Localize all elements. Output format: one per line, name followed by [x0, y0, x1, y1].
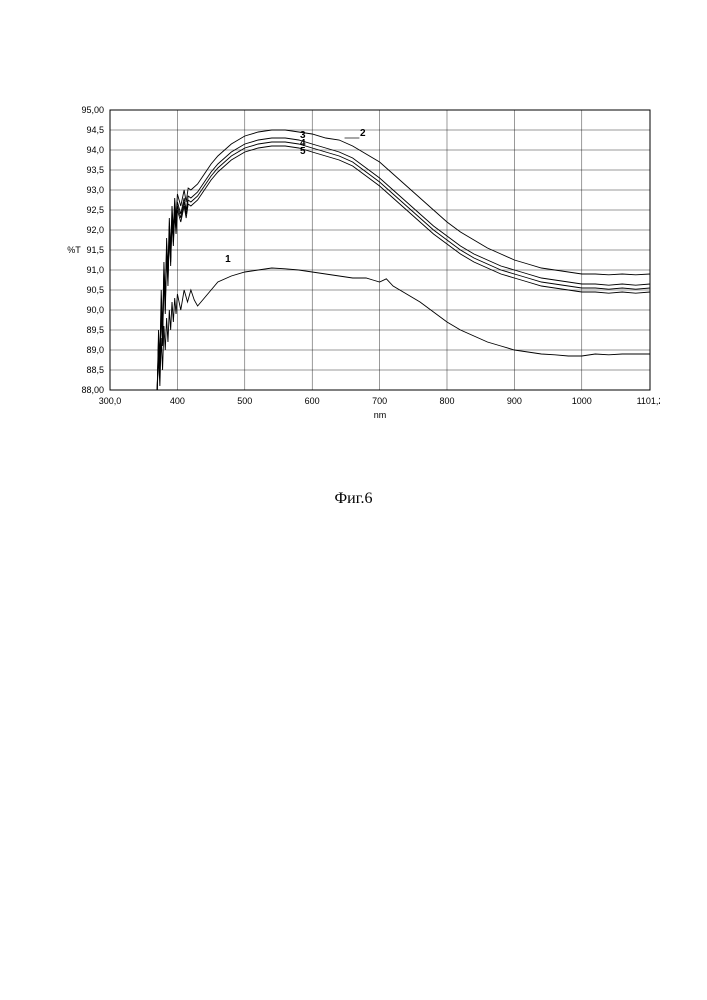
chart-container: 300,0 400 500 600 700 800 900 1000 1101,2 nm 88,00… — [60, 100, 660, 440]
x-tick-label: 600 — [305, 396, 320, 406]
x-axis-label: nm — [374, 410, 387, 420]
transmission-spectrum-chart: 300,0 400 500 600 700 800 900 1000 1101,2 nm 88,00… — [60, 100, 660, 440]
y-tick-label: 93,0 — [86, 185, 104, 195]
series-1 — [157, 268, 650, 390]
y-tick-label: 88,00 — [81, 385, 104, 395]
y-tick-label: 92,0 — [86, 225, 104, 235]
y-axis-label: %T — [67, 245, 81, 255]
series-label-1: 1 — [225, 254, 231, 265]
x-tick-label: 500 — [237, 396, 252, 406]
series-3 — [157, 138, 650, 390]
figure-caption: Фиг.6 — [0, 490, 707, 508]
y-tick-label: 95,00 — [81, 105, 104, 115]
y-tick-label: 94,0 — [86, 145, 104, 155]
x-tick-label: 1101,2 — [637, 396, 660, 406]
y-tick-label: 91,5 — [86, 245, 104, 255]
y-tick-label: 91,0 — [86, 265, 104, 275]
series-label-2: 2 — [360, 128, 366, 139]
x-tick-label: 300,0 — [99, 396, 122, 406]
series-2 — [157, 130, 650, 390]
series-label-5: 5 — [300, 146, 306, 157]
y-tick-label: 90,0 — [86, 305, 104, 315]
page: 300,0 400 500 600 700 800 900 1000 1101,2 nm 88,00… — [0, 0, 707, 1000]
x-tick-label: 700 — [372, 396, 387, 406]
series-4 — [157, 142, 650, 390]
series-5 — [157, 146, 650, 390]
y-tick-label: 89,5 — [86, 325, 104, 335]
y-tick-label: 92,5 — [86, 205, 104, 215]
x-tick-label: 900 — [507, 396, 522, 406]
y-tick-label: 94,5 — [86, 125, 104, 135]
y-tick-label: 93,5 — [86, 165, 104, 175]
x-tick-label: 1000 — [572, 396, 592, 406]
y-tick-label: 90,5 — [86, 285, 104, 295]
x-tick-label: 800 — [439, 396, 454, 406]
y-tick-label: 89,0 — [86, 345, 104, 355]
x-tick-label: 400 — [170, 396, 185, 406]
y-tick-label: 88,5 — [86, 365, 104, 375]
